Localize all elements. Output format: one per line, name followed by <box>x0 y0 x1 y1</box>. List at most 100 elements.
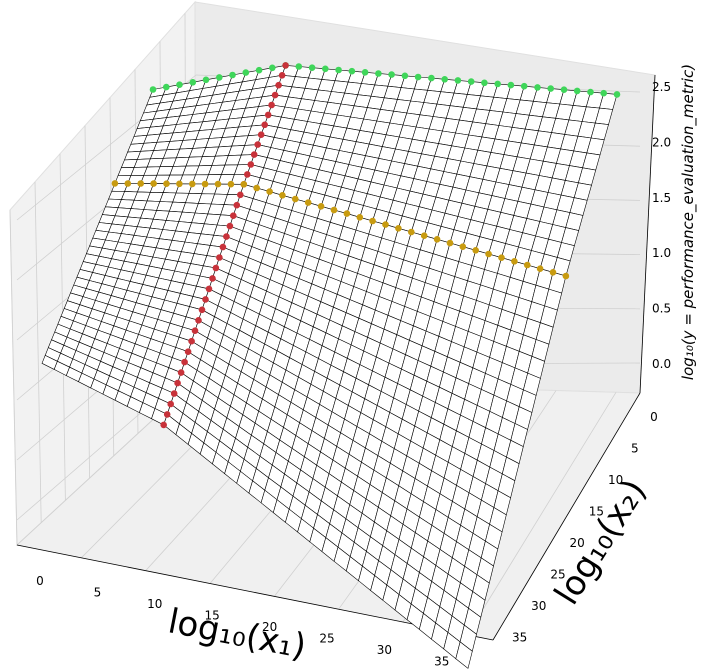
series-1-point <box>467 78 475 85</box>
x1-tick-label: 15 <box>205 609 220 623</box>
series-2-point <box>230 212 237 219</box>
x2-gridline-left <box>34 181 42 523</box>
series-2-point <box>184 348 192 356</box>
series-2-point <box>268 101 275 109</box>
z-tick-label: 2.0 <box>652 135 671 149</box>
series-1-point <box>229 71 236 79</box>
series-3-point <box>266 188 273 195</box>
series-2-point <box>226 222 234 230</box>
series-1-point <box>414 73 422 81</box>
series-3-point <box>137 180 144 187</box>
series-2-point <box>219 243 227 251</box>
surface-mesh <box>41 65 618 669</box>
series-3-point <box>472 247 480 254</box>
series-1-point <box>308 64 316 71</box>
x1-tick-label: 5 <box>94 586 102 600</box>
series-3-point <box>227 180 235 188</box>
x2-tick-label: 35 <box>512 631 527 645</box>
series-3-point <box>150 180 157 187</box>
series-1-point <box>507 81 515 89</box>
series-1-point <box>242 69 250 76</box>
series-1-point <box>375 70 382 77</box>
series-2-point <box>261 121 269 129</box>
series-3-point <box>524 261 531 269</box>
series-2-point <box>191 327 199 335</box>
tick-labels: 0 5 10 15 20 25 30 35 0 5 10 15 20 25 30 35 0.0 0.5 1.0 1.5… <box>36 80 671 669</box>
z-tick-label: 1.5 <box>652 191 671 205</box>
series-3-point <box>511 258 518 265</box>
series-1-point <box>560 86 568 93</box>
series-3-point <box>395 225 402 232</box>
series-3-point <box>214 180 222 188</box>
series-2-point <box>264 111 272 119</box>
series-3-point <box>536 265 544 273</box>
series-3-point <box>279 192 286 199</box>
series-1-point <box>189 79 197 86</box>
series-1-point <box>494 80 502 88</box>
z-tick-label: 0.0 <box>652 357 671 371</box>
series-3-point <box>304 199 312 206</box>
series-1-point <box>401 72 409 80</box>
series-1-point <box>600 89 607 97</box>
x2-tick-label: 10 <box>608 473 623 487</box>
series-2-point <box>167 400 174 408</box>
x2-tick-label: 15 <box>589 505 604 519</box>
x1-axis-title-text: log₁₀(x₁) <box>165 601 309 667</box>
series-3-point <box>253 184 260 192</box>
series-3-point <box>343 210 351 217</box>
series-3-point <box>549 269 557 276</box>
series-1-point <box>547 85 554 92</box>
series-1-point <box>295 63 303 70</box>
series-2-point <box>237 191 244 199</box>
series-2-point <box>247 161 255 168</box>
x1-tick-label: 20 <box>262 620 277 634</box>
series-2-point <box>177 369 185 376</box>
series-3-point <box>382 221 389 228</box>
x1-tick-label: 35 <box>434 655 449 669</box>
series-2-point <box>212 264 220 272</box>
series-1-point <box>388 71 395 78</box>
series-3-point <box>330 206 338 214</box>
x2-tick-label: 5 <box>631 442 639 456</box>
series-1-point <box>322 65 329 73</box>
series-3-point <box>176 180 183 188</box>
series-3-point <box>111 180 119 187</box>
z-axis-title: log₁₀(y = performance_evaluation_metric) <box>679 64 698 380</box>
x1-gridline <box>466 392 617 636</box>
x1-tick-label: 0 <box>36 574 44 588</box>
series-3-point <box>433 236 441 243</box>
series-2-point <box>163 411 171 418</box>
series-2-point <box>198 306 206 314</box>
series-1-point <box>428 74 435 82</box>
x1-tick-label: 25 <box>319 632 334 646</box>
series-2-point <box>233 201 241 209</box>
series-3-point <box>369 217 376 225</box>
series-1-point <box>454 77 462 84</box>
series-3-point <box>240 181 248 188</box>
z-axis-title-text: log₁₀(y = performance_evaluation_metric) <box>679 64 698 380</box>
series-1-point <box>573 87 581 95</box>
series-1-point <box>481 79 488 87</box>
x1-tick-label: 30 <box>377 643 392 657</box>
series-3-point <box>562 272 570 280</box>
series-1-point <box>216 74 223 81</box>
series-1-point <box>613 91 621 98</box>
series-3-point <box>189 180 196 188</box>
series-1-point <box>255 66 263 74</box>
series-1-point <box>335 66 342 74</box>
series-2-point <box>160 421 167 429</box>
series-3-point <box>317 203 325 210</box>
series-2-point <box>216 254 223 261</box>
x2-tick-label: 0 <box>650 410 658 424</box>
series-1-point <box>176 81 183 88</box>
series-2-point <box>209 275 216 282</box>
series-2-point <box>275 81 282 89</box>
series-1-point <box>202 76 210 84</box>
series-2-point <box>181 358 188 366</box>
series-2-point <box>254 141 261 148</box>
series-3-point <box>498 254 505 261</box>
series-2-point <box>170 390 178 397</box>
series-1-point <box>534 84 541 91</box>
